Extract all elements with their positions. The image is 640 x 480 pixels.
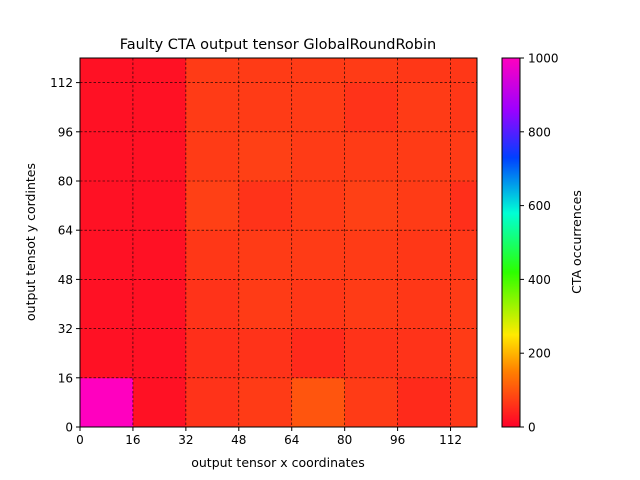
x-tick-label: 112 bbox=[439, 433, 462, 447]
heatmap-cell bbox=[132, 377, 187, 428]
heatmap-cell bbox=[80, 58, 134, 83]
y-tick-label: 80 bbox=[58, 175, 73, 189]
colorbar-tick-label: 800 bbox=[528, 125, 551, 139]
heatmap-cell bbox=[450, 328, 478, 379]
heatmap-cell bbox=[80, 181, 134, 231]
heatmap-cell bbox=[185, 131, 240, 182]
heatmap-cell bbox=[80, 230, 134, 280]
heatmap-cell bbox=[344, 131, 398, 182]
heatmap-cell bbox=[80, 279, 134, 329]
y-tick-label: 112 bbox=[50, 76, 73, 90]
x-tick-label: 64 bbox=[284, 433, 299, 447]
x-axis-label: output tensor x coordinates bbox=[191, 455, 365, 470]
heatmap-cells bbox=[80, 58, 478, 428]
heatmap-cell bbox=[344, 230, 398, 280]
x-tick-label: 16 bbox=[125, 433, 140, 447]
heatmap-cell bbox=[80, 377, 134, 428]
x-axis-ticks: 0 16 32 48 64 80 96 112 bbox=[76, 427, 462, 447]
heatmap-cell bbox=[291, 377, 346, 428]
heatmap-cell bbox=[450, 58, 478, 83]
heatmap-cell bbox=[397, 230, 451, 280]
y-tick-label: 32 bbox=[58, 322, 73, 336]
heatmap-cell bbox=[397, 131, 451, 182]
heatmap-cell bbox=[397, 328, 451, 379]
heatmap-cell bbox=[291, 230, 346, 280]
heatmap-cell bbox=[291, 328, 346, 379]
colorbar-tick-label: 1000 bbox=[528, 52, 559, 66]
colorbar-tick-label: 200 bbox=[528, 347, 551, 361]
y-tick-label: 96 bbox=[58, 125, 73, 139]
heatmap-cell bbox=[397, 181, 451, 231]
heatmap-cell bbox=[291, 181, 346, 231]
heatmap-cell bbox=[397, 82, 451, 133]
heatmap-cell bbox=[238, 377, 293, 428]
heatmap-cell bbox=[185, 58, 240, 83]
heatmap-cell bbox=[344, 377, 398, 428]
heatmap-cell bbox=[132, 131, 187, 182]
colorbar-tick-label: 400 bbox=[528, 273, 551, 287]
heatmap-cell bbox=[238, 82, 293, 133]
heatmap-cell bbox=[238, 181, 293, 231]
heatmap-cell bbox=[450, 131, 478, 182]
heatmap-cell bbox=[450, 181, 478, 231]
y-tick-label: 16 bbox=[58, 371, 73, 385]
y-tick-label: 0 bbox=[65, 421, 73, 435]
x-tick-label: 80 bbox=[337, 433, 352, 447]
heatmap-cell bbox=[450, 279, 478, 329]
heatmap-cell bbox=[132, 230, 187, 280]
heatmap-cell bbox=[238, 328, 293, 379]
heatmap-cell bbox=[132, 279, 187, 329]
colorbar-tick-label: 0 bbox=[528, 421, 536, 435]
heatmap-cell bbox=[344, 82, 398, 133]
heatmap-cell bbox=[132, 328, 187, 379]
heatmap-cell bbox=[291, 82, 346, 133]
heatmap-cell bbox=[132, 58, 187, 83]
heatmap-cell bbox=[185, 82, 240, 133]
heatmap-cell bbox=[344, 328, 398, 379]
y-tick-label: 64 bbox=[58, 224, 73, 238]
heatmap-cell bbox=[185, 279, 240, 329]
heatmap-cell bbox=[185, 377, 240, 428]
heatmap-cell bbox=[291, 131, 346, 182]
heatmap-cell bbox=[291, 58, 346, 83]
x-tick-label: 48 bbox=[231, 433, 246, 447]
heatmap-cell bbox=[80, 131, 134, 182]
heatmap-cell bbox=[450, 82, 478, 133]
colorbar-ticks: 0 200 400 600 800 1000 bbox=[520, 52, 559, 435]
x-tick-label: 32 bbox=[178, 433, 193, 447]
heatmap-cell bbox=[132, 82, 187, 133]
heatmap-cell bbox=[238, 131, 293, 182]
heatmap-cell bbox=[397, 58, 451, 83]
y-axis-label: output tensot y cordintes bbox=[23, 163, 38, 321]
heatmap-cell bbox=[291, 279, 346, 329]
y-axis-ticks: 0 16 32 48 64 80 96 112 bbox=[50, 76, 80, 435]
colorbar bbox=[501, 57, 521, 428]
heatmap-cell bbox=[238, 58, 293, 83]
heatmap-cell bbox=[344, 181, 398, 231]
heatmap-cell bbox=[132, 181, 187, 231]
chart-title: Faulty CTA output tensor GlobalRoundRobi… bbox=[120, 37, 436, 53]
heatmap-cell bbox=[80, 82, 134, 133]
colorbar-tick-label: 600 bbox=[528, 199, 551, 213]
heatmap-cell bbox=[185, 181, 240, 231]
heatmap-cell bbox=[238, 279, 293, 329]
heatmap-cell bbox=[450, 230, 478, 280]
plot-frame bbox=[79, 57, 478, 428]
heatmap-cell bbox=[80, 328, 134, 379]
heatmap-cell bbox=[344, 279, 398, 329]
heatmap-cell bbox=[450, 377, 478, 428]
heatmap-cell bbox=[397, 377, 451, 428]
heatmap-cell bbox=[344, 58, 398, 83]
heatmap-cell bbox=[397, 279, 451, 329]
heatmap-cell bbox=[238, 230, 293, 280]
y-tick-label: 48 bbox=[58, 273, 73, 287]
heatmap-cell bbox=[185, 230, 240, 280]
x-tick-label: 96 bbox=[390, 433, 405, 447]
x-tick-label: 0 bbox=[76, 433, 84, 447]
colorbar-label: CTA occurrences bbox=[569, 190, 584, 294]
heatmap-cell bbox=[185, 328, 240, 379]
